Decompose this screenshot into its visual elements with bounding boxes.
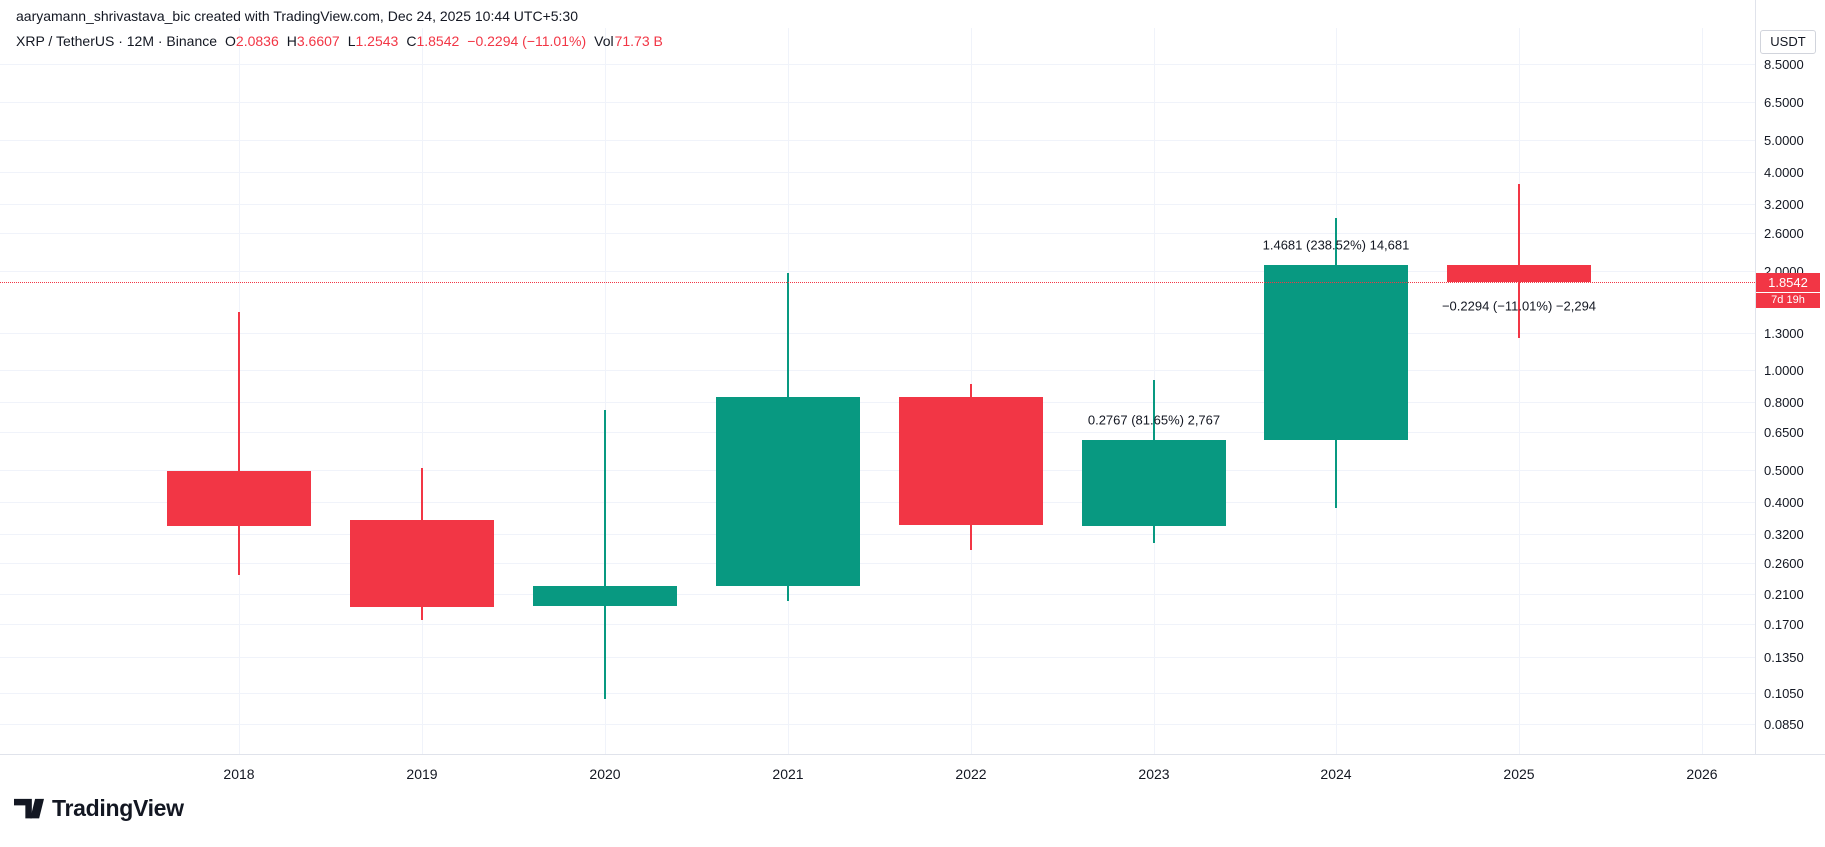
gridline-horizontal	[0, 470, 1755, 471]
current-price-value: 1.8542	[1756, 273, 1820, 292]
gridline-horizontal	[0, 271, 1755, 272]
price-tick-6.5000: 6.5000	[1764, 95, 1804, 110]
price-tick-0.2100: 0.2100	[1764, 587, 1804, 602]
candle-body-2024[interactable]	[1264, 265, 1408, 440]
time-axis-year-2025: 2025	[1503, 766, 1535, 782]
gridline-horizontal	[0, 624, 1755, 625]
candle-body-2025[interactable]	[1447, 265, 1591, 282]
price-tick-8.5000: 8.5000	[1764, 57, 1804, 72]
gridline-horizontal	[0, 402, 1755, 403]
time-axis-year-2024: 2024	[1320, 766, 1352, 782]
chart-legend: XRP / TetherUS · 12M · Binance O2.0836 H…	[16, 33, 663, 49]
current-price-line	[0, 282, 1755, 283]
gridline-horizontal	[0, 102, 1755, 103]
price-tick-1.3000: 1.3000	[1764, 326, 1804, 341]
bar-close-countdown: 7d 19h	[1756, 293, 1820, 308]
ohlc-open-value: 2.0836	[235, 33, 279, 49]
gridline-horizontal	[0, 140, 1755, 141]
time-axis-year-2022: 2022	[955, 766, 987, 782]
gridline-horizontal	[0, 657, 1755, 658]
price-tick-0.5000: 0.5000	[1764, 463, 1804, 478]
candle-body-2018[interactable]	[167, 471, 311, 526]
volume-label: Vol	[594, 33, 614, 49]
gridline-horizontal	[0, 693, 1755, 694]
gridline-horizontal	[0, 563, 1755, 564]
candle-body-2022[interactable]	[899, 397, 1043, 525]
price-tick-0.4000: 0.4000	[1764, 495, 1804, 510]
gridline-horizontal	[0, 64, 1755, 65]
gridline-horizontal	[0, 172, 1755, 173]
time-axis-year-2018: 2018	[223, 766, 255, 782]
gridline-vertical	[1702, 28, 1703, 754]
gridline-horizontal	[0, 534, 1755, 535]
gridline-vertical	[1519, 28, 1520, 754]
gridline-vertical	[422, 28, 423, 754]
price-tick-4.0000: 4.0000	[1764, 165, 1804, 180]
ohlc-high-value: 3.6607	[296, 33, 340, 49]
price-tick-0.2600: 0.2600	[1764, 556, 1804, 571]
gridline-horizontal	[0, 432, 1755, 433]
candle-wick-2018	[238, 312, 240, 575]
price-tick-0.3200: 0.3200	[1764, 527, 1804, 542]
price-tick-3.2000: 3.2000	[1764, 197, 1804, 212]
ohlc-low-value: 1.2543	[355, 33, 399, 49]
ohlc-low: L1.2543	[348, 33, 399, 49]
gridline-horizontal	[0, 594, 1755, 595]
ohlc-low-label: L	[347, 33, 356, 49]
gridline-horizontal	[0, 333, 1755, 334]
ohlc-high-label: H	[286, 33, 297, 49]
gridline-horizontal	[0, 370, 1755, 371]
candle-body-2020[interactable]	[533, 586, 677, 606]
candle-body-2023[interactable]	[1082, 440, 1226, 526]
price-tick-0.1700: 0.1700	[1764, 617, 1804, 632]
ohlc-open-label: O	[225, 33, 236, 49]
time-axis-year-2023: 2023	[1138, 766, 1170, 782]
price-axis[interactable]: USDT 1.8542 7d 19h 8.5000 6.5000 5.0000 4.0…	[1755, 0, 1825, 754]
current-price-badge[interactable]: 1.8542 7d 19h	[1756, 273, 1820, 308]
time-axis-year-2020: 2020	[589, 766, 621, 782]
ohlc-close-label: C	[406, 33, 417, 49]
tradingview-logo[interactable]: TradingView	[14, 795, 184, 822]
price-tick-0.1350: 0.1350	[1764, 650, 1804, 665]
tradingview-logo-text: TradingView	[52, 795, 184, 821]
ohlc-close: C1.8542	[406, 33, 459, 49]
gridline-horizontal	[0, 204, 1755, 205]
attribution-text: aaryamann_shrivastava_bic created with T…	[16, 8, 579, 24]
gridline-vertical	[605, 28, 606, 754]
tradingview-logo-icon	[14, 798, 44, 818]
symbol-title[interactable]: XRP / TetherUS · 12M · Binance	[16, 33, 218, 49]
time-axis-year-2019: 2019	[406, 766, 438, 782]
candle-wick-2025	[1518, 184, 1520, 338]
time-axis-year-2021: 2021	[772, 766, 804, 782]
time-axis-year-2026: 2026	[1686, 766, 1718, 782]
candle-change-label-2024: 1.4681 (238.52%) 14,681	[1262, 237, 1410, 253]
price-tick-1.0000: 1.0000	[1764, 363, 1804, 378]
gridline-horizontal	[0, 502, 1755, 503]
gridline-horizontal	[0, 233, 1755, 234]
candle-wick-2020	[604, 410, 606, 699]
price-tick-0.1050: 0.1050	[1764, 686, 1804, 701]
price-tick-0.6500: 0.6500	[1764, 425, 1804, 440]
candle-change-label-2023: 0.2767 (81.65%) 2,767	[1087, 412, 1221, 428]
price-tick-0.0850: 0.0850	[1764, 717, 1804, 732]
price-tick-5.0000: 5.0000	[1764, 133, 1804, 148]
candle-change-label-2025: −0.2294 (−11.01%) −2,294	[1441, 298, 1597, 314]
price-tick-2.6000: 2.6000	[1764, 226, 1804, 241]
volume-indicator: Vol71.73 B	[594, 33, 663, 49]
axis-currency-label[interactable]: USDT	[1760, 30, 1816, 54]
ohlc-high: H3.6607	[287, 33, 340, 49]
change-value: −0.2294 (−11.01%)	[467, 33, 587, 49]
candle-body-2019[interactable]	[350, 520, 494, 607]
gridline-horizontal	[0, 724, 1755, 725]
candle-body-2021[interactable]	[716, 397, 860, 586]
ohlc-close-value: 1.8542	[416, 33, 460, 49]
volume-value: 71.73 B	[614, 33, 663, 49]
ohlc-open: O2.0836	[225, 33, 279, 49]
price-tick-0.8000: 0.8000	[1764, 395, 1804, 410]
chart-plot-area[interactable]: 0.2767 (81.65%) 2,767 1.4681 (238.52%) 14…	[0, 0, 1755, 754]
time-axis[interactable]: 2018 2019 2020 2021 2022 2023 2024 2025 2026	[0, 754, 1825, 799]
